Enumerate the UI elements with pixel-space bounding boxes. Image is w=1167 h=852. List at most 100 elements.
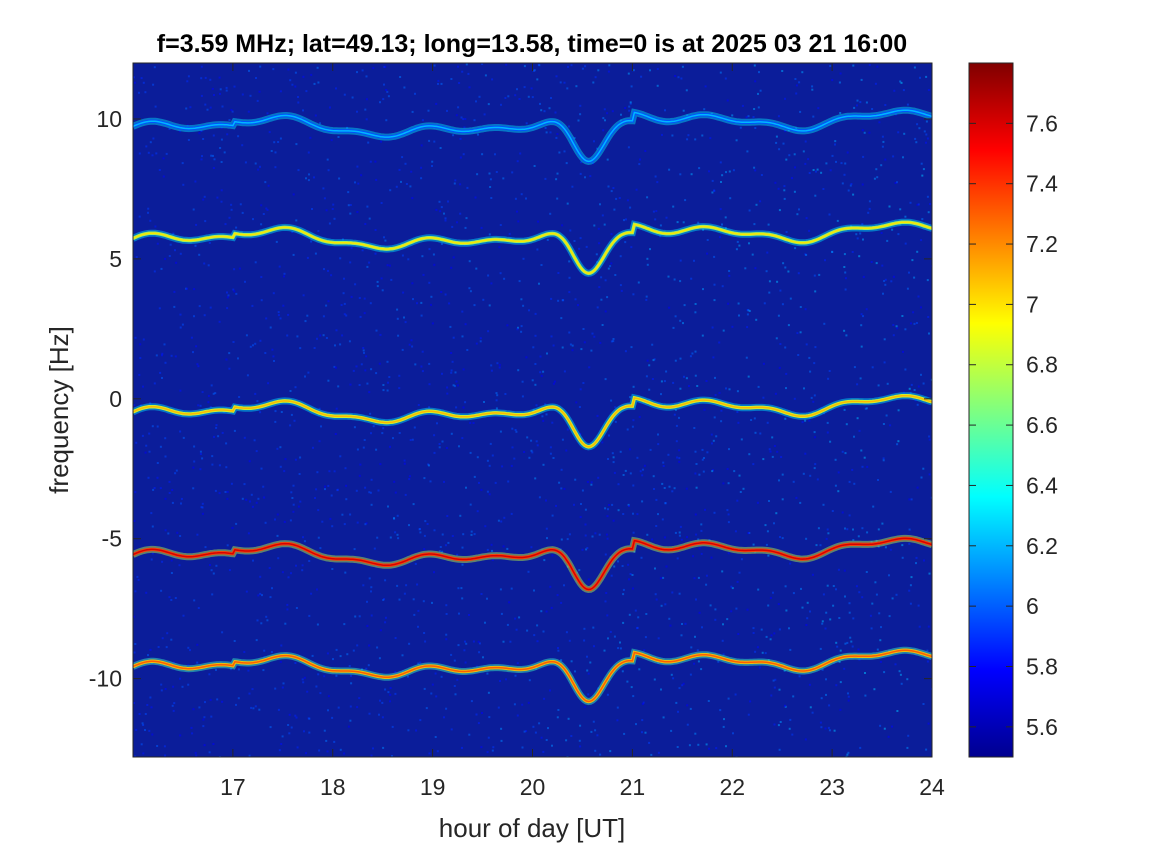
noise-speckle xyxy=(784,97,786,100)
noise-speckle xyxy=(387,505,389,508)
noise-speckle xyxy=(705,574,708,577)
noise-speckle xyxy=(903,132,906,135)
noise-speckle xyxy=(235,226,238,229)
noise-speckle xyxy=(617,560,619,563)
noise-speckle xyxy=(549,452,552,455)
noise-speckle xyxy=(902,350,904,353)
noise-speckle xyxy=(624,241,627,244)
noise-speckle xyxy=(379,333,382,336)
noise-speckle xyxy=(534,312,537,315)
noise-speckle xyxy=(722,623,724,626)
noise-speckle xyxy=(662,716,665,719)
noise-speckle xyxy=(644,636,647,639)
noise-speckle xyxy=(892,275,895,278)
noise-speckle xyxy=(168,127,171,130)
noise-speckle xyxy=(323,729,326,732)
noise-speckle xyxy=(454,385,456,388)
noise-speckle xyxy=(926,649,929,652)
noise-speckle xyxy=(347,725,350,728)
noise-speckle xyxy=(636,513,639,516)
noise-speckle xyxy=(208,673,211,676)
noise-speckle xyxy=(895,325,898,328)
noise-speckle xyxy=(711,179,714,182)
noise-speckle xyxy=(187,683,190,686)
noise-speckle xyxy=(825,537,828,540)
noise-speckle xyxy=(773,445,776,447)
noise-speckle xyxy=(828,729,831,732)
noise-speckle xyxy=(215,668,217,671)
noise-speckle xyxy=(818,273,821,276)
noise-speckle xyxy=(544,127,547,129)
noise-speckle xyxy=(510,587,513,590)
noise-speckle xyxy=(813,394,816,397)
noise-speckle xyxy=(813,436,816,439)
noise-speckle xyxy=(384,621,387,624)
noise-speckle xyxy=(372,67,375,70)
noise-speckle xyxy=(926,195,929,198)
noise-speckle xyxy=(155,354,158,357)
noise-speckle xyxy=(475,665,478,668)
noise-speckle xyxy=(396,308,399,311)
noise-speckle xyxy=(309,136,312,139)
noise-speckle xyxy=(491,454,494,457)
noise-speckle xyxy=(888,615,891,618)
noise-speckle xyxy=(394,491,397,494)
noise-speckle xyxy=(622,593,625,596)
noise-speckle xyxy=(630,246,633,249)
noise-speckle xyxy=(346,126,349,129)
noise-speckle xyxy=(862,315,864,318)
noise-speckle xyxy=(781,473,784,476)
noise-speckle xyxy=(619,647,622,650)
noise-speckle xyxy=(636,626,639,629)
noise-speckle xyxy=(445,707,448,710)
noise-speckle xyxy=(270,150,273,152)
noise-speckle xyxy=(632,695,635,698)
noise-speckle xyxy=(691,352,694,355)
noise-speckle xyxy=(888,205,891,208)
noise-speckle xyxy=(828,370,831,372)
noise-speckle xyxy=(890,280,893,283)
noise-speckle xyxy=(435,208,438,211)
noise-speckle xyxy=(856,383,859,386)
noise-speckle xyxy=(281,735,284,738)
noise-speckle xyxy=(916,250,919,253)
x-tick-label: 17 xyxy=(220,774,246,800)
noise-speckle xyxy=(431,165,433,167)
noise-speckle xyxy=(598,533,601,536)
noise-speckle xyxy=(536,78,539,81)
noise-speckle xyxy=(252,344,254,347)
noise-speckle xyxy=(848,480,851,483)
noise-speckle xyxy=(783,185,786,188)
noise-speckle xyxy=(619,450,622,453)
noise-speckle xyxy=(922,703,925,705)
noise-speckle xyxy=(277,708,280,711)
noise-speckle xyxy=(607,458,609,460)
noise-speckle xyxy=(549,689,551,692)
noise-speckle xyxy=(824,259,826,262)
noise-speckle xyxy=(603,108,606,111)
noise-speckle xyxy=(824,627,827,630)
noise-speckle xyxy=(727,482,730,485)
noise-speckle xyxy=(646,533,649,536)
noise-speckle xyxy=(672,677,675,680)
noise-speckle xyxy=(921,218,924,221)
noise-speckle xyxy=(461,310,464,313)
noise-speckle xyxy=(356,448,359,451)
noise-speckle xyxy=(744,267,747,270)
noise-speckle xyxy=(420,177,423,180)
noise-speckle xyxy=(454,693,457,696)
noise-speckle xyxy=(488,233,491,236)
noise-speckle xyxy=(804,419,807,422)
noise-speckle xyxy=(303,730,305,733)
noise-speckle xyxy=(577,119,580,122)
noise-speckle xyxy=(353,548,356,551)
noise-speckle xyxy=(477,722,480,725)
noise-speckle xyxy=(291,497,294,499)
noise-speckle xyxy=(488,716,491,719)
noise-speckle xyxy=(149,141,152,144)
noise-speckle xyxy=(159,445,162,448)
noise-speckle xyxy=(181,323,184,326)
noise-speckle xyxy=(423,548,426,551)
noise-speckle xyxy=(736,390,739,393)
noise-speckle xyxy=(259,575,262,578)
